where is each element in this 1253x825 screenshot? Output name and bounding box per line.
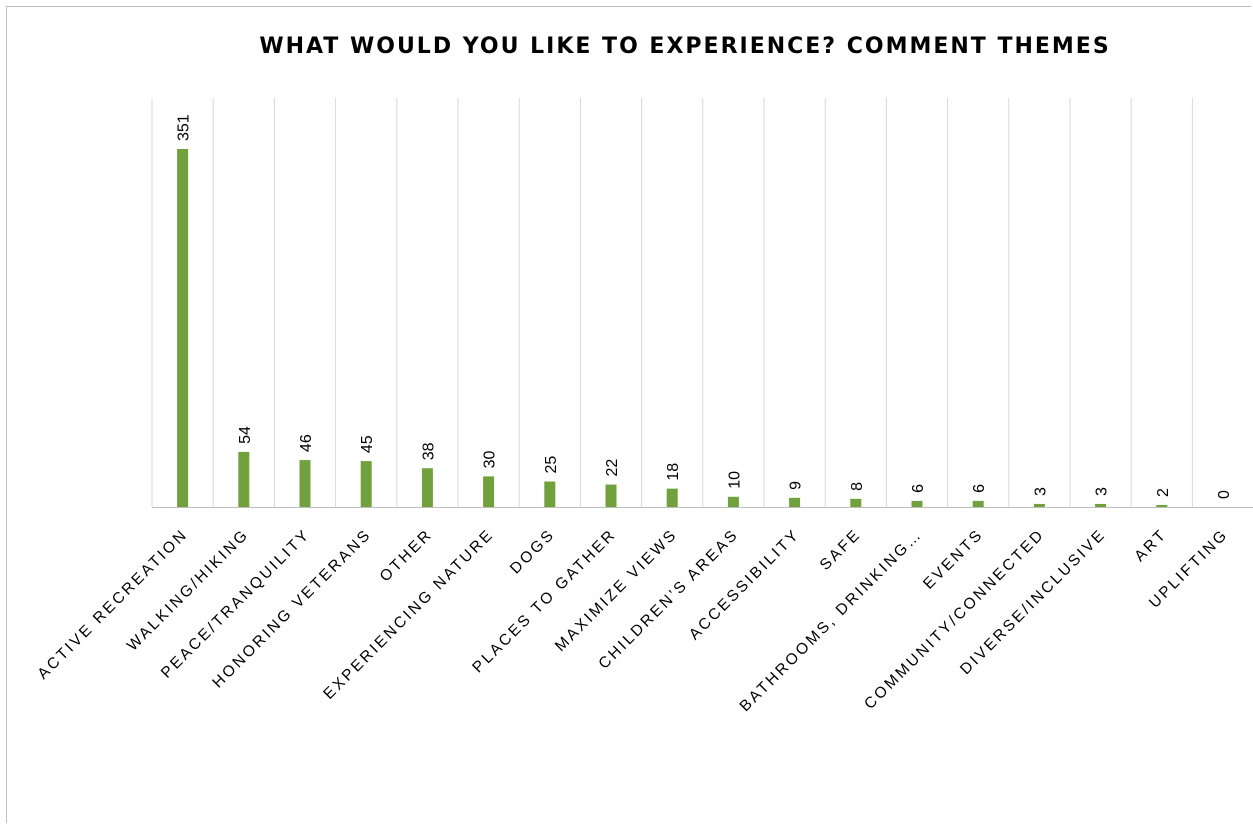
data-label: 351 [176,114,193,141]
data-label: 54 [237,426,254,444]
bar [1156,504,1168,507]
x-tick-label: MAXIMIZE VIEWS [552,526,681,655]
bar [177,149,189,507]
bar [544,481,556,507]
bar [238,451,250,507]
bar [483,476,495,507]
bar [299,460,311,507]
bar [1033,503,1045,507]
x-tick-label: WALKING/HIKING [124,526,253,655]
data-label: 18 [665,463,682,481]
data-label: 6 [971,484,988,493]
x-tick-label: OTHER [377,526,437,586]
bar [972,500,984,507]
data-label: 0 [1216,490,1233,499]
data-label: 46 [298,434,315,452]
x-tick-label: ACCESSIBILITY [686,526,804,644]
bar [911,500,923,507]
bar [850,498,862,507]
data-label: 3 [1032,487,1049,496]
bar [360,461,372,507]
data-label: 30 [482,451,499,469]
data-label: 22 [604,459,621,477]
bar [727,496,739,507]
bar [1095,503,1107,507]
bar [666,488,678,507]
data-label: 9 [788,481,805,490]
data-label: 2 [1155,488,1172,497]
data-label: 6 [910,484,927,493]
data-label: 25 [543,456,560,474]
data-label: 38 [420,442,437,460]
data-label: 10 [726,471,743,489]
x-tick-label: DOGS [507,526,559,578]
bar [421,468,433,507]
x-tick-label: EVENTS [920,526,987,593]
chart-title: WHAT WOULD YOU LIKE TO EXPERIENCE? COMME… [259,34,1111,59]
data-label: 3 [1094,487,1111,496]
data-label: 8 [849,482,866,491]
chart-frame [6,6,1251,823]
x-tick-label: ART [1131,526,1170,565]
bar [605,484,617,507]
x-tick-label: SAFE [817,526,865,574]
bar [789,497,801,507]
data-label: 45 [359,435,376,453]
